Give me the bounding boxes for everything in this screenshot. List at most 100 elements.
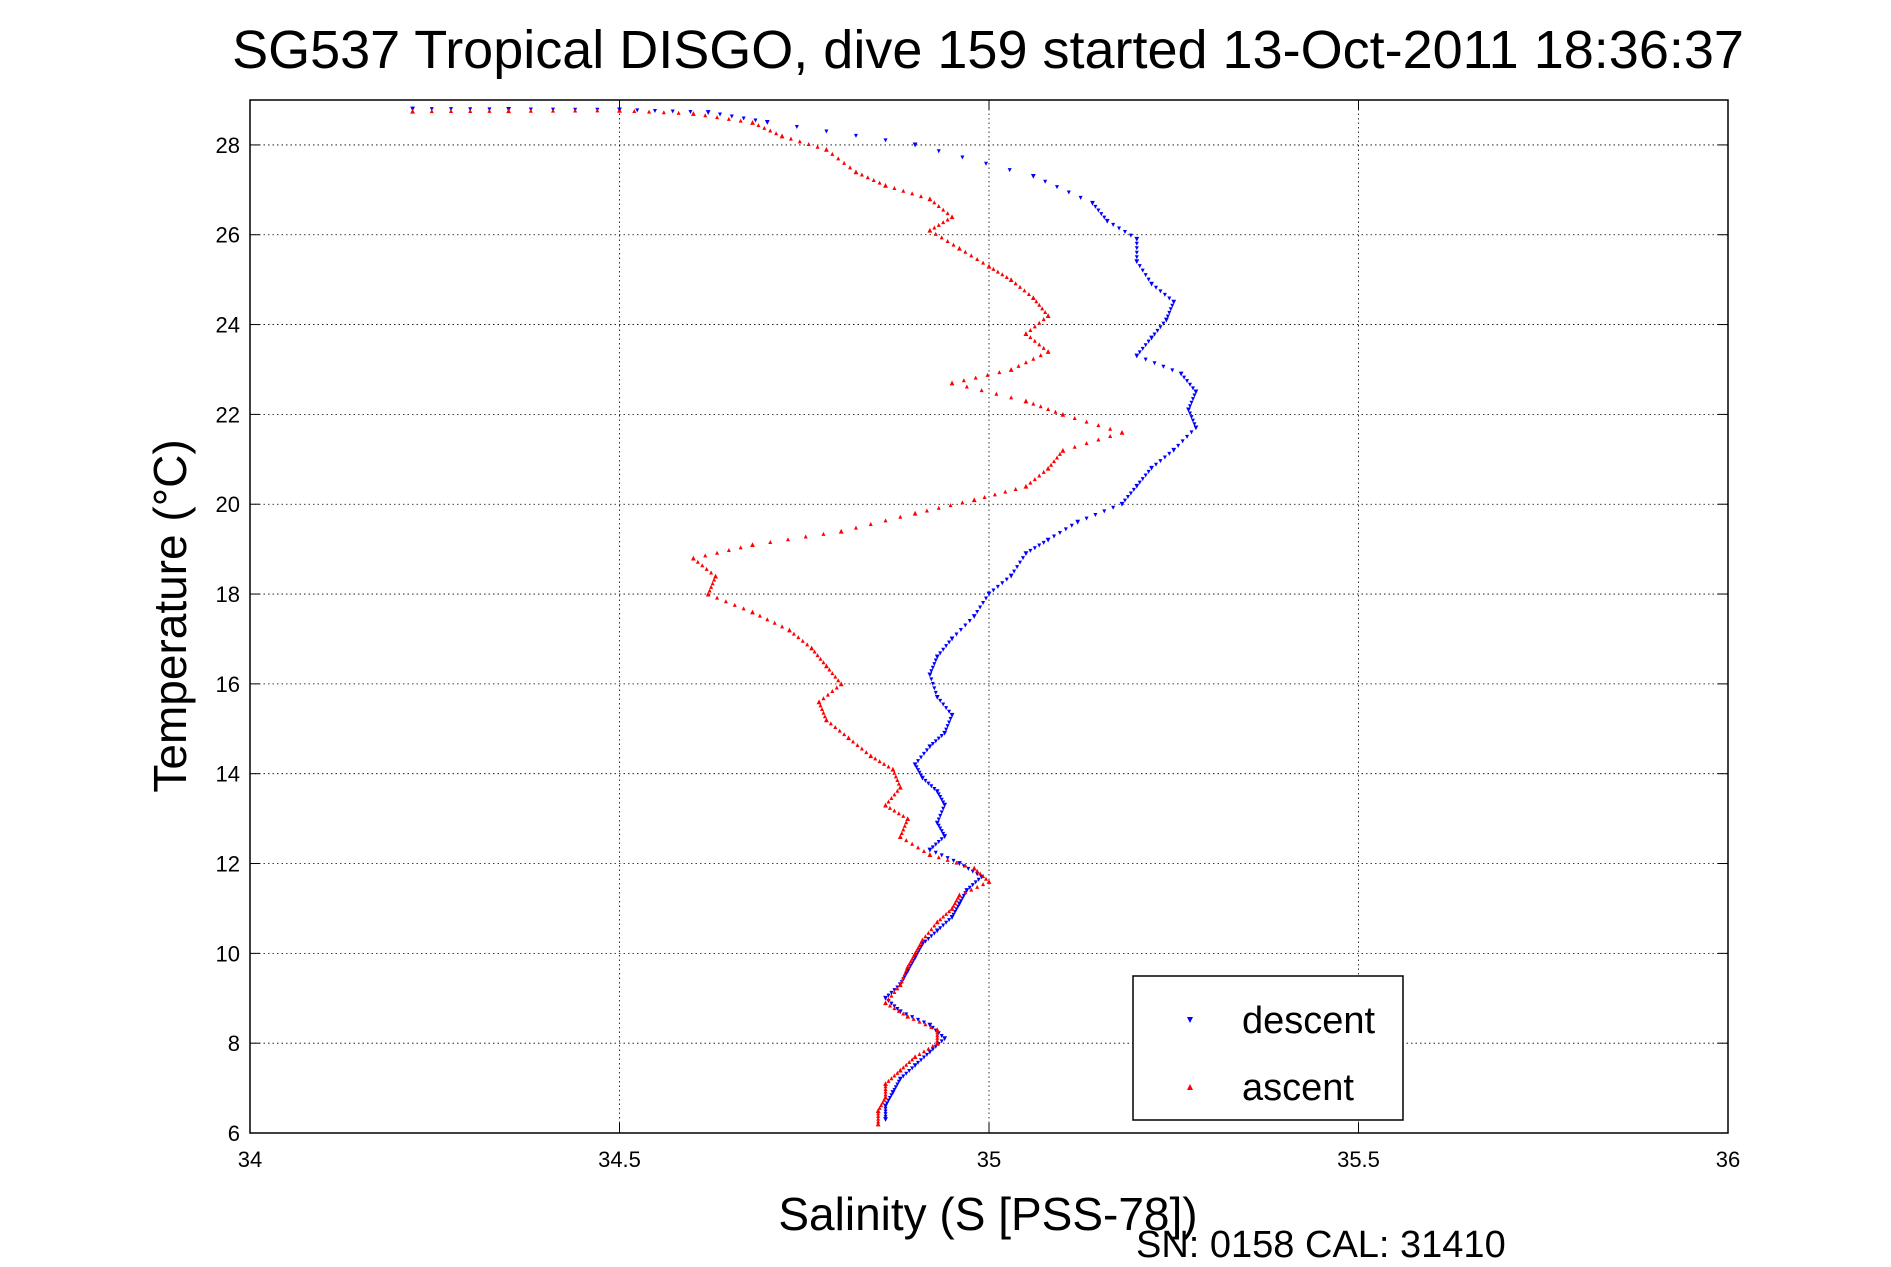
ascent-sample-point xyxy=(1023,360,1028,365)
ascent-sample-point xyxy=(821,710,826,715)
ascent-sample-point xyxy=(709,584,714,589)
ascent-sample-point xyxy=(939,235,944,240)
descent-sample-point xyxy=(939,733,944,738)
ascent-sample-point xyxy=(877,759,882,764)
descent-sample-point xyxy=(1078,195,1083,200)
descent-sample-point xyxy=(947,709,952,714)
ascent-sample-point xyxy=(880,1100,885,1105)
ascent-sample-point xyxy=(1038,353,1043,358)
descent-sample-point xyxy=(1158,325,1163,330)
descent-sample-point xyxy=(944,706,949,711)
descent-sample-point xyxy=(930,1047,935,1052)
ascent-point xyxy=(897,982,903,988)
descent-sample-point xyxy=(944,644,949,649)
ascent-sample-point xyxy=(815,653,820,658)
descent-sample-point xyxy=(916,768,921,773)
ascent-sample-point xyxy=(945,857,950,862)
ascent-sample-point xyxy=(1022,288,1027,293)
descent-sample-point xyxy=(1111,222,1116,227)
ascent-sample-point xyxy=(797,139,802,144)
ascent-sample-point xyxy=(1096,437,1101,442)
descent-sample-point xyxy=(1161,321,1166,326)
descent-sample-point xyxy=(984,161,989,166)
descent-sample-point xyxy=(984,596,989,601)
descent-sample-point xyxy=(1188,404,1193,409)
ascent-sample-point xyxy=(994,391,999,396)
descent-sample-point xyxy=(1154,285,1159,290)
descent-sample-point xyxy=(947,918,952,923)
descent-sample-point xyxy=(1007,168,1012,173)
descent-sample-point xyxy=(921,1020,926,1025)
descent-point xyxy=(764,120,770,125)
ascent-sample-point xyxy=(1003,489,1008,494)
descent-point xyxy=(942,802,948,808)
descent-point xyxy=(949,636,955,642)
ascent-sample-point xyxy=(916,945,921,950)
ascent-point xyxy=(1045,465,1051,471)
descent-sample-point xyxy=(923,939,928,944)
ascent-sample-point xyxy=(865,175,870,180)
descent-sample-point xyxy=(1182,375,1187,380)
descent-point xyxy=(942,834,948,839)
descent-sample-point xyxy=(938,826,943,831)
descent-sample-point xyxy=(951,912,956,917)
ascent-sample-point xyxy=(941,220,946,225)
descent-sample-point xyxy=(1190,397,1195,402)
ascent-sample-point xyxy=(896,1008,901,1013)
ascent-point xyxy=(883,1081,888,1086)
ascent-sample-point xyxy=(1108,426,1113,431)
ascent-sample-point xyxy=(886,799,891,804)
ascent-sample-point xyxy=(898,514,903,519)
ascent-sample-point xyxy=(785,537,790,542)
ascent-sample-point xyxy=(818,703,823,708)
descent-sample-point xyxy=(1018,560,1023,565)
ascent-sample-point xyxy=(1046,407,1051,412)
ascent-sample-point xyxy=(887,1003,892,1008)
ascent-sample-point xyxy=(895,1070,900,1075)
ascent-point xyxy=(1023,331,1029,336)
descent-sample-point xyxy=(1189,415,1194,420)
descent-sample-point xyxy=(1137,350,1142,355)
ascent-point xyxy=(853,169,859,175)
ascent-sample-point xyxy=(954,898,959,903)
descent-sample-point xyxy=(1020,556,1025,561)
ascent-point xyxy=(713,573,718,579)
ascent-sample-point xyxy=(901,813,906,818)
descent-sample-point xyxy=(887,1095,892,1100)
ascent-sample-point xyxy=(981,882,986,887)
ascent-sample-point xyxy=(904,1062,909,1067)
ascent-sample-point xyxy=(780,624,785,629)
descent-sample-point xyxy=(939,853,944,858)
ascent-point xyxy=(617,107,622,113)
descent-sample-point xyxy=(1192,393,1197,398)
descent-sample-point xyxy=(936,792,941,797)
grid-layer xyxy=(249,100,1729,1134)
descent-sample-point xyxy=(883,1112,888,1117)
descent-point xyxy=(1186,407,1191,413)
ascent-sample-point xyxy=(1096,423,1101,428)
descent-sample-point xyxy=(1032,546,1037,551)
ascent-sample-point xyxy=(961,378,966,383)
ascent-sample-point xyxy=(1072,415,1077,420)
ascent-sample-point xyxy=(703,113,708,118)
ascent-sample-point xyxy=(907,1060,912,1065)
ascent-sample-point xyxy=(921,1049,926,1054)
legend: descent ascent xyxy=(1132,975,1404,1121)
ascent-point xyxy=(986,263,992,269)
descent-sample-point xyxy=(1155,328,1160,333)
descent-sample-point xyxy=(1180,439,1185,444)
ascent-sample-point xyxy=(919,194,924,199)
descent-point xyxy=(934,789,940,795)
ascent-sample-point xyxy=(710,581,715,586)
ascent-sample-point xyxy=(1013,281,1018,286)
descent-point xyxy=(897,1076,903,1082)
ascent-point xyxy=(1119,429,1125,435)
ascent-sample-point xyxy=(1032,338,1037,343)
descent-sample-point xyxy=(1102,509,1107,514)
y-tick-label: 24 xyxy=(216,313,240,338)
descent-point xyxy=(927,744,933,750)
ascent-point xyxy=(897,834,903,839)
ascent-point xyxy=(971,865,977,871)
descent-sample-point xyxy=(917,770,922,775)
